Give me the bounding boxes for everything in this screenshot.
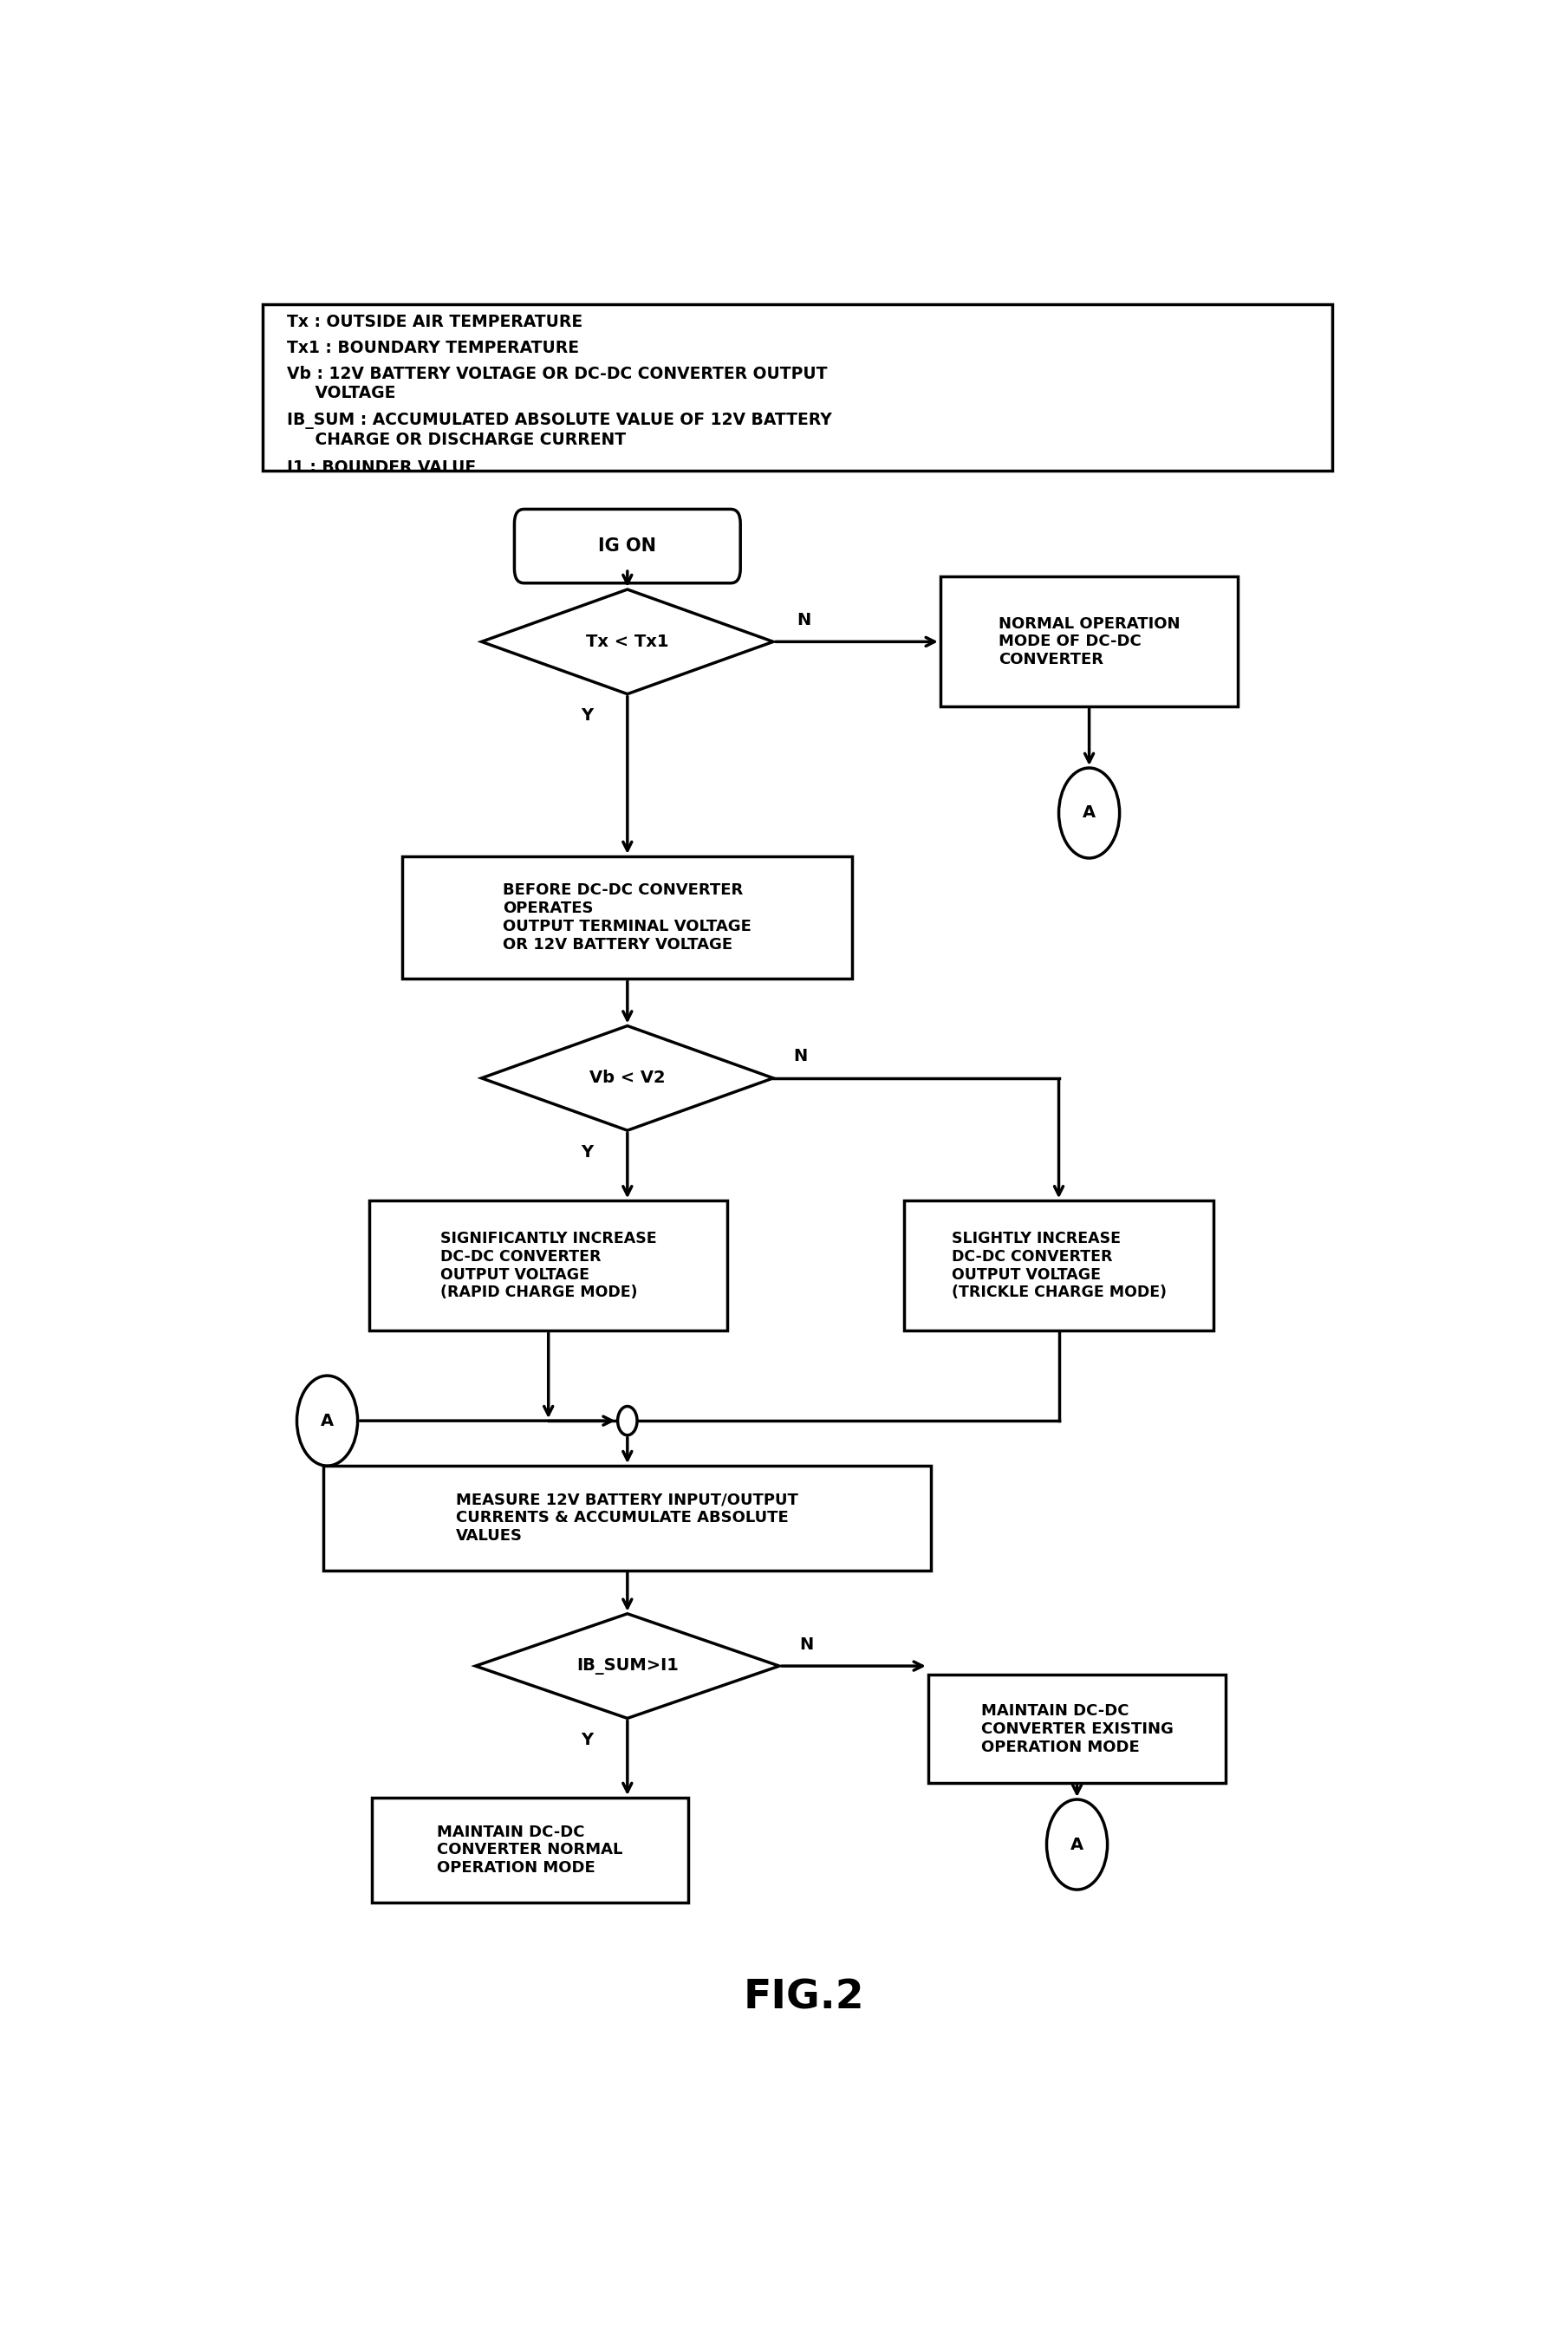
- Text: NORMAL OPERATION
MODE OF DC-DC
CONVERTER: NORMAL OPERATION MODE OF DC-DC CONVERTER: [999, 616, 1181, 667]
- Text: Tx1 : BOUNDARY TEMPERATURE: Tx1 : BOUNDARY TEMPERATURE: [287, 340, 579, 356]
- Text: SIGNIFICANTLY INCREASE
DC-DC CONVERTER
OUTPUT VOLTAGE
(RAPID CHARGE MODE): SIGNIFICANTLY INCREASE DC-DC CONVERTER O…: [441, 1232, 657, 1300]
- Text: SLIGHTLY INCREASE
DC-DC CONVERTER
OUTPUT VOLTAGE
(TRICKLE CHARGE MODE): SLIGHTLY INCREASE DC-DC CONVERTER OUTPUT…: [952, 1232, 1167, 1300]
- Text: Vb < V2: Vb < V2: [590, 1070, 665, 1087]
- Polygon shape: [475, 1614, 779, 1719]
- Bar: [941, 576, 1239, 707]
- Bar: [403, 857, 853, 979]
- Text: IG ON: IG ON: [599, 536, 657, 555]
- Bar: [372, 1799, 688, 1902]
- Text: N: N: [797, 611, 811, 628]
- Text: A: A: [1082, 806, 1096, 822]
- Bar: [323, 1466, 931, 1571]
- Text: Tx : OUTSIDE AIR TEMPERATURE: Tx : OUTSIDE AIR TEMPERATURE: [287, 314, 583, 330]
- Polygon shape: [481, 590, 773, 693]
- Text: MAINTAIN DC-DC
CONVERTER NORMAL
OPERATION MODE: MAINTAIN DC-DC CONVERTER NORMAL OPERATIO…: [437, 1824, 622, 1876]
- Text: FIG.2: FIG.2: [743, 1979, 864, 2016]
- Text: N: N: [800, 1637, 814, 1653]
- Text: Y: Y: [582, 707, 593, 724]
- Text: Y: Y: [582, 1731, 593, 1747]
- Text: I1 : BOUNDER VALUE: I1 : BOUNDER VALUE: [287, 459, 477, 475]
- Text: BEFORE DC-DC CONVERTER
OPERATES
OUTPUT TERMINAL VOLTAGE
OR 12V BATTERY VOLTAGE: BEFORE DC-DC CONVERTER OPERATES OUTPUT T…: [503, 883, 751, 953]
- Bar: [368, 1201, 728, 1330]
- Text: IB_SUM>I1: IB_SUM>I1: [577, 1658, 679, 1675]
- Circle shape: [618, 1405, 637, 1436]
- Text: MAINTAIN DC-DC
CONVERTER EXISTING
OPERATION MODE: MAINTAIN DC-DC CONVERTER EXISTING OPERAT…: [982, 1703, 1173, 1754]
- Bar: [263, 304, 1333, 471]
- Bar: [928, 1675, 1226, 1782]
- Bar: [903, 1201, 1214, 1330]
- Circle shape: [296, 1375, 358, 1466]
- Polygon shape: [481, 1026, 773, 1131]
- Text: A: A: [321, 1412, 334, 1429]
- Text: A: A: [1071, 1836, 1083, 1853]
- Circle shape: [1058, 768, 1120, 857]
- Text: IB_SUM : ACCUMULATED ABSOLUTE VALUE OF 12V BATTERY
     CHARGE OR DISCHARGE CURR: IB_SUM : ACCUMULATED ABSOLUTE VALUE OF 1…: [287, 412, 833, 447]
- Circle shape: [1047, 1799, 1107, 1890]
- FancyBboxPatch shape: [514, 508, 740, 583]
- Text: N: N: [793, 1049, 808, 1066]
- Text: Vb : 12V BATTERY VOLTAGE OR DC-DC CONVERTER OUTPUT
     VOLTAGE: Vb : 12V BATTERY VOLTAGE OR DC-DC CONVER…: [287, 365, 828, 400]
- Text: Tx < Tx1: Tx < Tx1: [586, 632, 670, 651]
- Text: MEASURE 12V BATTERY INPUT/OUTPUT
CURRENTS & ACCUMULATE ABSOLUTE
VALUES: MEASURE 12V BATTERY INPUT/OUTPUT CURRENT…: [456, 1492, 798, 1543]
- Text: Y: Y: [582, 1143, 593, 1159]
